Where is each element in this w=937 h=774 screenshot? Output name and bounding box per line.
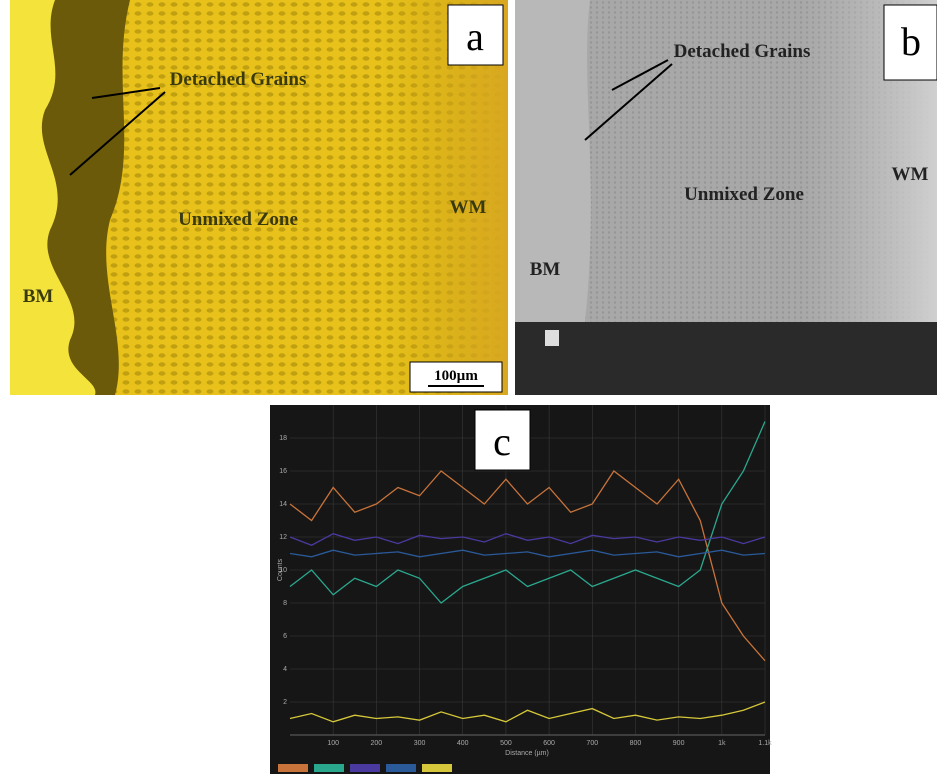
annotation: Unmixed Zone — [684, 184, 804, 205]
x-tick-label: 900 — [673, 740, 685, 747]
sem-icon — [545, 330, 559, 346]
y-tick-label: 12 — [279, 534, 287, 541]
y-tick-label: 10 — [279, 567, 287, 574]
annotation: WM — [892, 164, 929, 185]
x-tick-label: 1.1k — [758, 740, 772, 747]
panel-b: b Detached Grains Unmixed Zone BM WM — [515, 0, 937, 395]
panel-label: b — [901, 19, 921, 64]
legend-swatch — [278, 764, 308, 772]
x-axis-label: Distance (µm) — [505, 750, 549, 757]
legend-swatch — [350, 764, 380, 772]
y-tick-label: 16 — [279, 468, 287, 475]
x-tick-label: 100 — [327, 740, 339, 747]
x-tick-label: 500 — [500, 740, 512, 747]
annotation: Unmixed Zone — [178, 209, 298, 230]
panel-a: a Detached Grains Unmixed Zone BM WM 100… — [10, 0, 508, 395]
figure: a Detached Grains Unmixed Zone BM WM 100… — [0, 0, 937, 774]
y-tick-label: 18 — [279, 435, 287, 442]
x-tick-label: 700 — [586, 740, 598, 747]
annotation: WM — [450, 197, 487, 218]
x-tick-label: 400 — [457, 740, 469, 747]
annotation: Detached Grains — [674, 41, 811, 62]
panel-label: c — [493, 419, 511, 464]
x-tick-label: 200 — [371, 740, 383, 747]
y-tick-label: 2 — [283, 699, 287, 706]
sem-info-bar — [515, 322, 937, 395]
legend-swatch — [314, 764, 344, 772]
scale-bar-label: 100µm — [434, 368, 478, 384]
annotation: BM — [23, 286, 54, 307]
y-tick-label: 4 — [283, 666, 287, 673]
annotation: Detached Grains — [170, 69, 307, 90]
x-tick-label: 1k — [718, 740, 726, 747]
x-tick-label: 800 — [630, 740, 642, 747]
y-tick-label: 6 — [283, 633, 287, 640]
x-tick-label: 600 — [543, 740, 555, 747]
y-tick-label: 14 — [279, 501, 287, 508]
legend-swatch — [386, 764, 416, 772]
y-tick-label: 8 — [283, 600, 287, 607]
legend-swatch — [422, 764, 452, 772]
annotation: BM — [530, 259, 561, 280]
x-tick-label: 300 — [414, 740, 426, 747]
panel-label: a — [466, 14, 484, 59]
